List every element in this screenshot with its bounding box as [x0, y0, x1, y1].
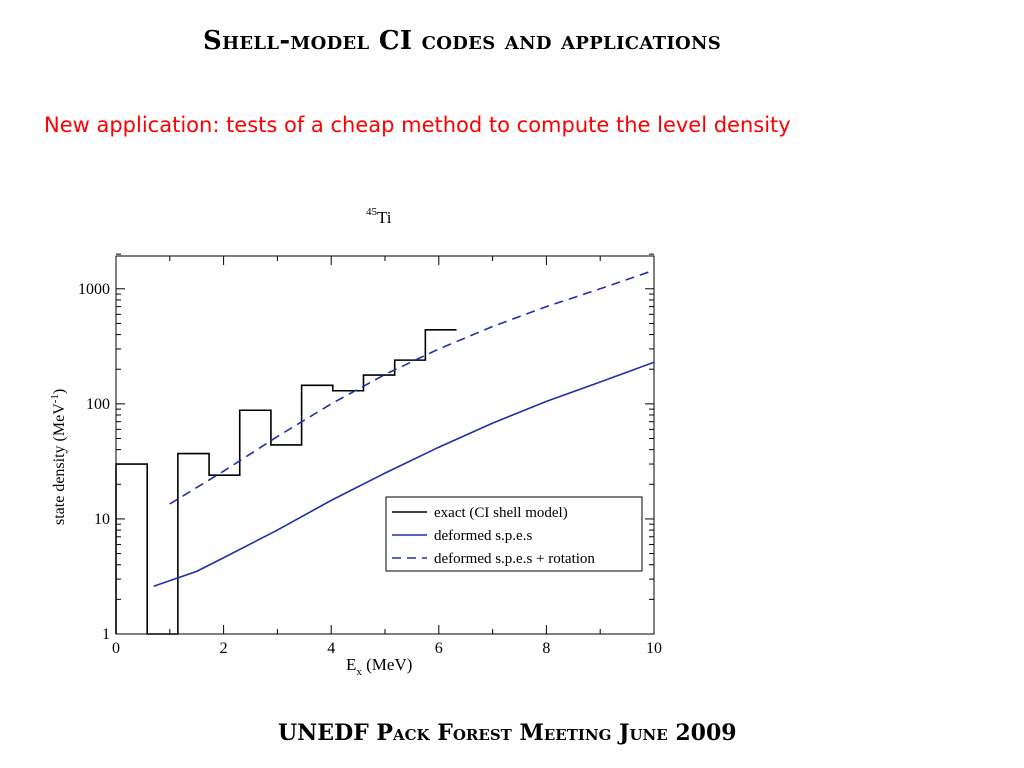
x-tick-label: 6	[435, 640, 443, 657]
x-axis-label-sub: x	[356, 666, 362, 678]
series-layer	[115, 269, 655, 635]
x-axis-label-unit: (MeV)	[362, 655, 413, 674]
x-axis-label-main: E	[346, 655, 356, 674]
y-tick-label: 100	[86, 396, 110, 413]
x-tick-label: 8	[542, 640, 550, 657]
y-axis-label: state density (MeV-1)	[49, 389, 68, 525]
series-line-0	[115, 329, 457, 635]
y-axis-label-end: )	[51, 389, 68, 394]
y-tick-label: 10	[94, 511, 110, 528]
axis-ticks	[115, 253, 655, 635]
chart-title-element: Ti	[377, 208, 392, 227]
y-tick-label: 1000	[78, 281, 110, 298]
x-tick-label: 2	[220, 640, 228, 657]
chart-title-mass: 45	[366, 206, 378, 218]
legend-label: deformed s.p.e.s	[434, 528, 532, 544]
series-line-1	[153, 361, 655, 588]
slide-footer: UNEDF Pack Forest Meeting June 2009	[278, 720, 737, 746]
legend-label: deformed s.p.e.s + rotation	[434, 551, 595, 567]
y-axis-label-sup: -1	[49, 394, 61, 403]
legend-label: exact (CI shell model)	[434, 505, 568, 521]
x-tick-label: 0	[112, 640, 120, 657]
slide-title: Shell-model CI codes and applications	[203, 26, 722, 56]
chart-title: 45Ti	[366, 206, 392, 227]
y-tick-label: 1	[102, 626, 110, 643]
legend: exact (CI shell model) deformed s.p.e.s de…	[385, 496, 643, 572]
series-line-2	[169, 269, 655, 505]
slide-subtitle: New application: tests of a cheap method…	[44, 113, 791, 137]
axis-tick-labels: 0 2 4 6 8 10 1 10 100 1000	[78, 281, 662, 657]
legend-box	[385, 496, 643, 572]
y-axis-label-main: state density (MeV	[51, 403, 68, 525]
x-tick-label: 10	[646, 640, 662, 657]
plot-frame	[115, 255, 655, 635]
x-tick-label: 4	[327, 640, 335, 657]
x-axis-label: Ex (MeV)	[346, 655, 412, 678]
